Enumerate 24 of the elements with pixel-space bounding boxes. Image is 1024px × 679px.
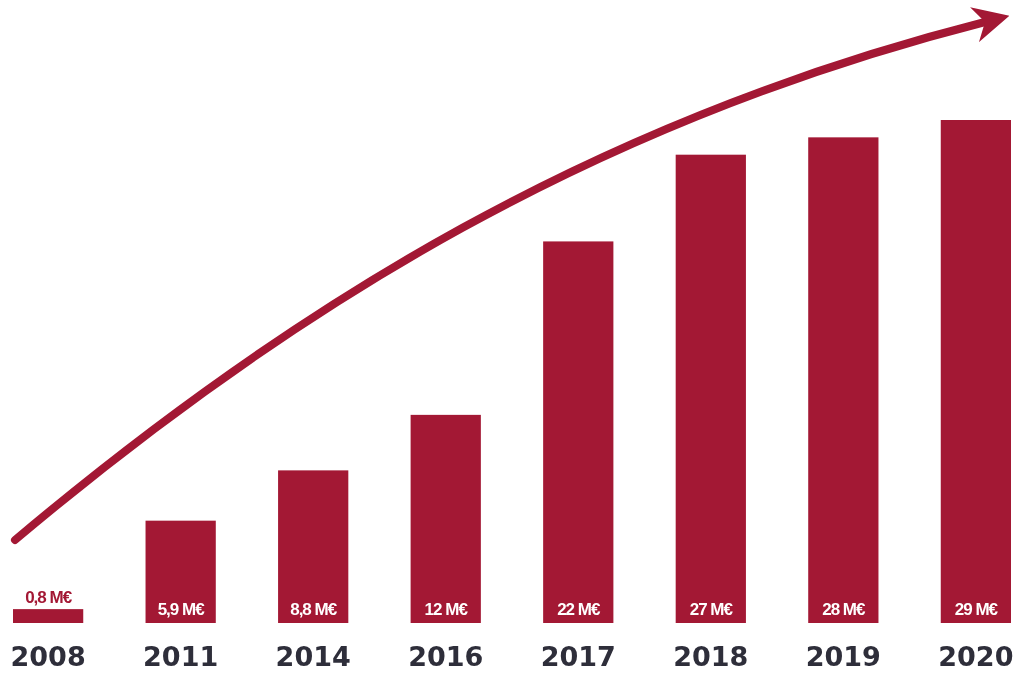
bar	[940, 120, 1011, 623]
bar	[808, 137, 879, 623]
x-tick-label: 2016	[408, 641, 484, 672]
x-tick-label: 2011	[143, 641, 219, 672]
data-label: 28 M€	[822, 600, 867, 619]
x-tick-label: 2008	[10, 641, 86, 672]
data-label: 29 M€	[954, 600, 999, 619]
data-label: 8,8 M€	[290, 600, 338, 619]
bar	[13, 609, 84, 623]
x-tick-label: 2019	[805, 641, 881, 672]
x-tick-label: 2017	[540, 641, 616, 672]
x-tick-label: 2014	[275, 641, 351, 672]
bar	[145, 520, 216, 623]
x-tick-label: 2018	[673, 641, 749, 672]
x-tick-label: 2020	[938, 641, 1014, 672]
bar	[675, 154, 746, 623]
data-label: 5,9 M€	[157, 600, 206, 619]
bar	[410, 414, 481, 623]
bar	[543, 241, 614, 623]
data-label: 0,8 M€	[25, 588, 73, 608]
bar	[278, 470, 349, 623]
data-label: 12 M€	[424, 600, 469, 619]
data-label: 27 M€	[689, 600, 734, 619]
data-label: 22 M€	[557, 600, 601, 619]
